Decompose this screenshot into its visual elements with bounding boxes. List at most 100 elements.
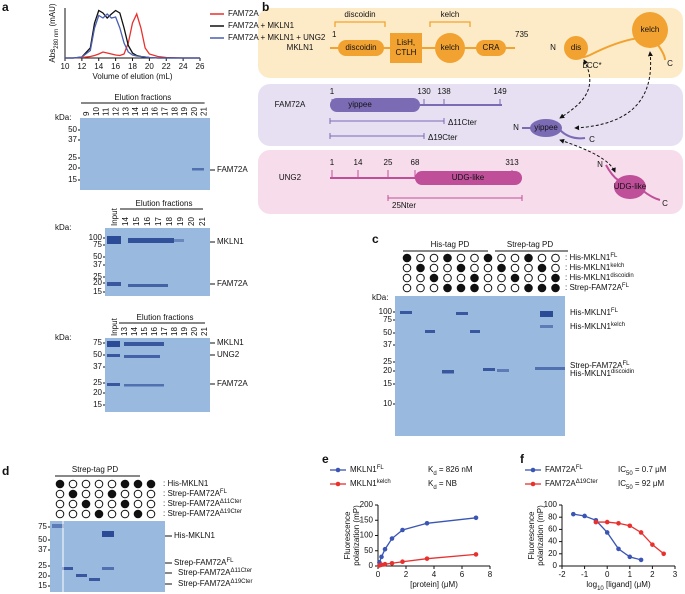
marker-label: 37 [383, 340, 392, 349]
cartoon-domain [530, 119, 562, 137]
x-tick-label: 22 [162, 62, 171, 71]
band [535, 367, 565, 370]
condition-dot [416, 273, 425, 283]
condition-dot [402, 273, 412, 283]
condition-dot [524, 263, 533, 273]
label-part: MKLN1 [350, 479, 377, 488]
annotation: Kd = 826 nM [428, 465, 473, 476]
marker-label: 25 [38, 561, 47, 570]
lane-label: 12 [112, 107, 121, 116]
panel-label: e [322, 452, 329, 466]
band [540, 311, 553, 317]
label-part: Δ11Cter [220, 499, 242, 505]
data-point [582, 513, 587, 519]
marker-label: 15 [383, 379, 392, 388]
y-tick-label: 40 [548, 537, 557, 546]
domain-label: yippee [348, 100, 372, 109]
data-point [379, 554, 384, 560]
cartoon-domain [614, 175, 646, 199]
label-part: FAM72A [545, 465, 576, 474]
condition-dot [416, 253, 425, 263]
band [497, 369, 509, 372]
label-part: Δ19Cter [220, 509, 242, 515]
group-header: Strep-tag PD [507, 240, 553, 249]
condition-dot [68, 479, 78, 489]
annotation: IC50 = 0.7 μM [618, 465, 667, 476]
lane-label: Input [110, 207, 119, 226]
condition-dot [470, 283, 479, 293]
y-tick-label: 60 [548, 525, 557, 534]
y-axis-label: Abs280 nm (mAU) [48, 3, 59, 62]
cartoon-label: dis [571, 43, 581, 52]
data-point [616, 521, 621, 526]
annotation: Kd = NB [428, 479, 457, 490]
marker-label: 15 [93, 287, 102, 296]
x-tick-label: 6 [460, 570, 465, 579]
data-point [571, 511, 576, 517]
kda-label: kDa: [55, 223, 71, 232]
legend-label: FAM72A [228, 9, 259, 18]
legend-label: MKLN1FL [350, 465, 384, 475]
cartoon-label: LCC* [582, 61, 601, 70]
data-point [424, 556, 430, 561]
label-part: log [586, 580, 597, 589]
condition-dot [94, 489, 104, 499]
data-point [473, 515, 479, 521]
cartoon-label: N [550, 43, 556, 52]
protein-label: Strep-FAM72AΔ11Cter [178, 568, 252, 578]
band [124, 342, 164, 346]
lane-label: 17 [161, 107, 170, 116]
truncation-label: 25Nter [392, 201, 416, 210]
lane-label: 19 [180, 107, 189, 116]
condition-dot [94, 499, 104, 509]
panel-label: f [520, 452, 525, 466]
band [192, 168, 204, 171]
band [456, 312, 468, 315]
data-point [616, 546, 621, 552]
position: 735 [515, 30, 529, 39]
y-tick-label: 0 [553, 561, 558, 570]
lane-label: 10 [92, 107, 101, 116]
marker-label: 15 [93, 400, 102, 409]
position: 68 [411, 158, 420, 167]
lane-label: 15 [140, 327, 149, 336]
legend-marker [530, 481, 536, 487]
truncation [387, 195, 523, 201]
cartoon-label: yippee [534, 123, 558, 132]
label-part: 50 [626, 471, 633, 477]
marker-label: 75 [93, 338, 102, 347]
label-part: FL [226, 558, 234, 564]
lane-label: 20 [190, 107, 199, 116]
cartoon-label: C [589, 135, 595, 144]
series-line [65, 13, 200, 59]
label-part: (mAU) [48, 3, 57, 29]
condition-dot [470, 263, 479, 273]
kda-label: kDa: [372, 293, 388, 302]
x-tick-label: 0 [376, 570, 381, 579]
lane-label: Input [110, 317, 119, 336]
protein-label: FAM72A [217, 165, 248, 174]
condition-dot [120, 489, 130, 499]
condition-label: : His-MKLN1 [163, 479, 209, 488]
position: 130 [417, 87, 431, 96]
lane-label: 18 [170, 327, 179, 336]
lane-label: 14 [121, 217, 130, 226]
gel-header: Elution fractions [137, 313, 194, 322]
domain [476, 40, 506, 56]
band [442, 370, 454, 374]
domain-label: UDG-like [452, 173, 485, 182]
condition-dot [133, 499, 143, 509]
lane-label: 16 [150, 327, 159, 336]
marker-label: 50 [93, 252, 102, 261]
data-point [593, 519, 599, 525]
band [76, 574, 87, 577]
group-header: His-tag PD [431, 240, 470, 249]
band [89, 578, 100, 581]
condition-dot [524, 273, 533, 283]
marker-label: 10 [383, 399, 392, 408]
data-point [638, 530, 644, 535]
condition-dot [483, 283, 493, 293]
condition-dot [551, 283, 560, 293]
condition-dot [443, 253, 452, 263]
x-tick-label: 16 [111, 62, 120, 71]
